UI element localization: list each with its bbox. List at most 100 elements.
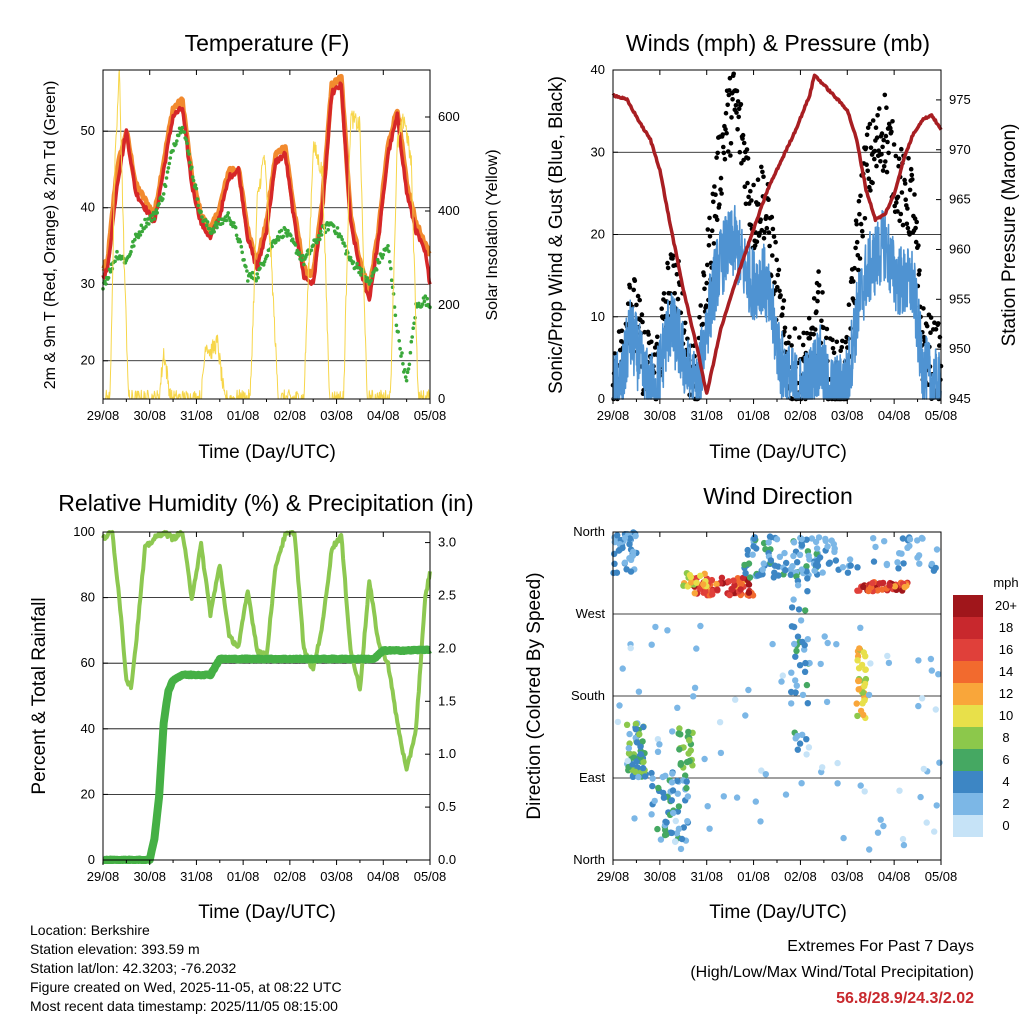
direction-point	[870, 535, 877, 542]
direction-point	[670, 809, 677, 817]
direction-point	[793, 647, 800, 655]
direction-point	[778, 678, 785, 685]
series-gust-point	[886, 150, 891, 156]
direction-point	[788, 700, 795, 707]
direction-point	[885, 659, 893, 667]
direction-point	[733, 794, 741, 801]
direction-point	[787, 571, 794, 578]
speed-legend-label: 18	[999, 620, 1013, 635]
direction-point	[831, 545, 838, 552]
series-dewpoint-point	[190, 175, 195, 179]
series-dewpoint-point	[422, 299, 427, 304]
direction-point	[664, 627, 671, 634]
speed-legend-swatch	[953, 661, 983, 683]
series-gust-point	[705, 262, 710, 268]
series-gust-point	[717, 202, 722, 207]
direction-point	[760, 560, 767, 567]
series-dewpoint-point	[196, 203, 201, 208]
series-dewpoint-point	[115, 249, 119, 254]
series-dewpoint-point	[133, 237, 137, 242]
direction-point	[932, 706, 939, 713]
direction-point	[648, 641, 655, 648]
series-gust-point	[743, 201, 749, 207]
series-gust-point	[843, 339, 848, 345]
series-dewpoint-point	[423, 294, 428, 299]
x-tick-label: 02/08	[784, 869, 817, 884]
series-gust-point	[735, 99, 741, 104]
direction-point	[867, 660, 874, 667]
direction-point	[884, 652, 891, 660]
direction-point	[648, 811, 655, 818]
direction-point	[674, 777, 681, 784]
speed-legend-swatch	[953, 683, 983, 705]
series-gust-point	[937, 343, 942, 348]
series-gust-point	[859, 228, 865, 234]
direction-point	[857, 624, 864, 631]
direction-point	[855, 686, 862, 693]
direction-point	[767, 534, 774, 541]
series-gust-point	[801, 330, 806, 336]
direction-point	[798, 542, 806, 549]
winds-plot: 0 10 20 30 40 945 950 955 960 965 970 975 29/08 30/08…	[591, 62, 971, 423]
series-gust-point	[903, 197, 908, 202]
series-gust-point	[738, 102, 744, 107]
series-gust-point	[733, 103, 739, 108]
series-gust-point	[682, 320, 688, 326]
y-tick-label-right: 975	[949, 92, 971, 107]
direction-point	[782, 567, 789, 574]
series-gust-point	[883, 133, 889, 139]
direction-point	[728, 586, 736, 593]
direction-point	[936, 759, 943, 766]
series-gust-point	[916, 272, 922, 277]
series-gust-point	[865, 168, 870, 174]
direction-point	[649, 782, 656, 790]
series-dewpoint-point	[139, 223, 144, 228]
direction-point	[677, 845, 685, 853]
direction-point	[804, 636, 811, 643]
series-gust-point	[872, 156, 877, 162]
series-dewpoint-point	[391, 292, 396, 296]
direction-point	[819, 764, 826, 771]
direction-point	[690, 693, 697, 700]
direction-point	[782, 791, 790, 798]
direction-point	[816, 554, 824, 561]
direction-point	[834, 759, 841, 767]
direction-point	[788, 604, 796, 611]
x-tick-label: 29/08	[87, 869, 120, 884]
direction-point	[614, 532, 621, 539]
series-gust-point	[736, 114, 741, 120]
temperature-ylabel-right: Solar Insolation (Yellow)	[484, 149, 501, 320]
series-gust-point	[770, 253, 775, 258]
y-tick-label-right: 965	[949, 192, 971, 207]
figure-created: Figure created on Wed, 2025-11-05, at 08…	[30, 979, 342, 995]
series-dewpoint-point	[406, 367, 411, 371]
series-dewpoint-point	[217, 217, 221, 222]
series-dewpoint-point	[370, 274, 374, 278]
direction-point	[749, 551, 756, 558]
direction-point	[691, 590, 698, 597]
series-gust-point	[709, 228, 715, 233]
series-dewpoint-point	[405, 370, 410, 375]
direction-point	[744, 546, 751, 554]
direction-point	[855, 665, 863, 672]
series-gust-point	[862, 216, 868, 221]
series-gust-point	[880, 168, 886, 173]
direction-point	[828, 537, 835, 544]
direction-point	[792, 735, 799, 742]
series-gust-point	[882, 92, 888, 98]
series-gust-point	[816, 283, 822, 288]
series-gust-point	[746, 194, 751, 200]
direction-point	[865, 587, 872, 595]
direction-point	[745, 560, 753, 567]
speed-legend-swatch	[953, 815, 983, 837]
series-dewpoint-point	[343, 244, 347, 248]
direction-point	[855, 677, 862, 684]
direction-tick-label: South	[571, 688, 605, 703]
direction-point	[844, 569, 852, 576]
direction-point	[811, 567, 818, 574]
direction-point	[883, 561, 891, 569]
direction-point	[771, 562, 779, 569]
series-gust-point	[880, 144, 885, 150]
winds-ylabel-right: Station Pressure (Maroon)	[999, 124, 1020, 347]
direction-point	[669, 770, 676, 777]
